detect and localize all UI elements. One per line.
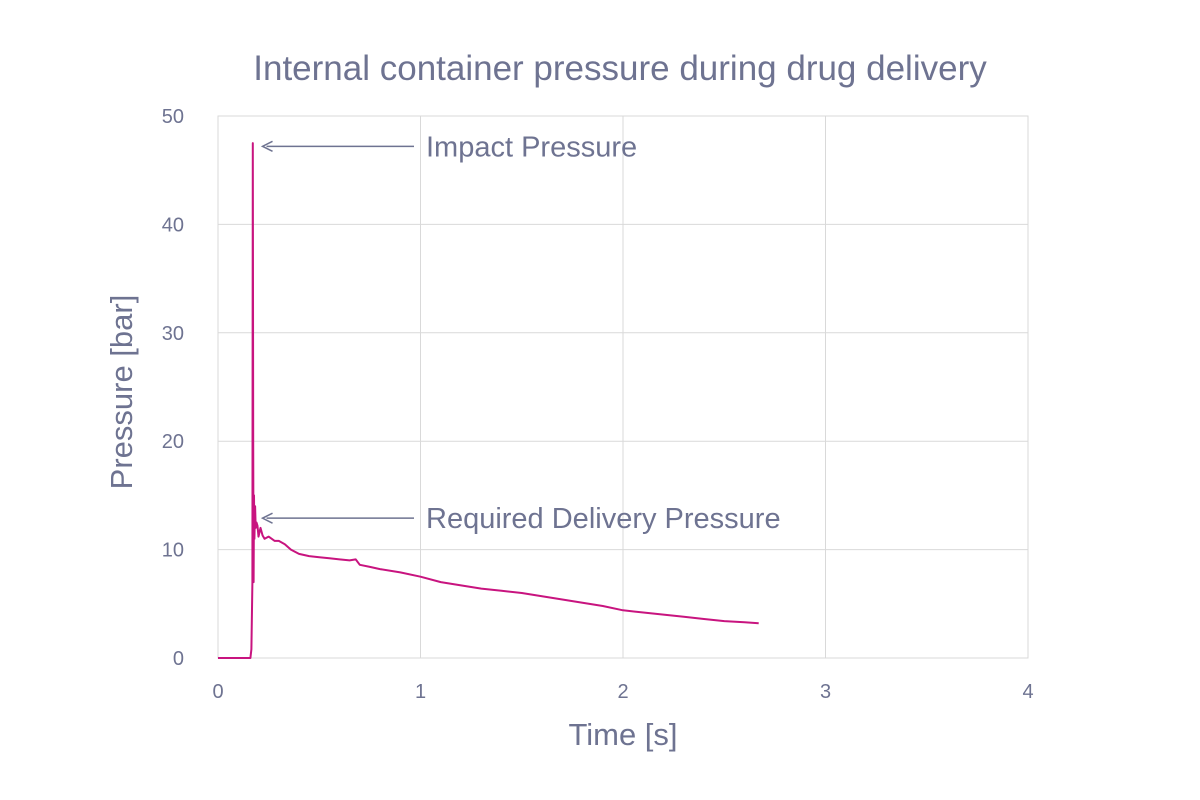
x-tick-label: 2 bbox=[617, 681, 628, 703]
y-tick-label: 20 bbox=[162, 431, 184, 453]
x-axis-label: Time [s] bbox=[568, 717, 677, 752]
grid-lines bbox=[217, 115, 1029, 659]
x-tick-label: 3 bbox=[820, 681, 831, 703]
y-axis-label: Pressure [bar] bbox=[104, 295, 139, 490]
y-tick-label: 0 bbox=[173, 648, 184, 670]
annotations: Impact Pressure Required Delivery Pressur… bbox=[260, 131, 781, 535]
x-tick-label: 0 bbox=[212, 681, 223, 703]
y-tick-label: 40 bbox=[162, 214, 184, 236]
y-tick-label: 50 bbox=[162, 106, 184, 128]
annotation-arrow-head bbox=[260, 140, 273, 153]
plot-frame bbox=[217, 115, 1029, 659]
series-layer bbox=[218, 142, 759, 659]
chart-title: Internal container pressure during drug … bbox=[253, 49, 987, 88]
annotation-label: Required Delivery Pressure bbox=[426, 503, 781, 535]
y-tick-label: 30 bbox=[162, 323, 184, 345]
x-tick-label: 1 bbox=[415, 681, 426, 703]
y-tick-label: 10 bbox=[162, 540, 184, 562]
annotation-label: Impact Pressure bbox=[426, 131, 637, 163]
tick-labels: 0 10 20 30 40 50 0 1 2 3 4 bbox=[162, 106, 1034, 703]
x-tick-label: 4 bbox=[1022, 681, 1033, 703]
pressure-series-line bbox=[218, 142, 759, 659]
annotation-arrow-head bbox=[260, 512, 273, 524]
